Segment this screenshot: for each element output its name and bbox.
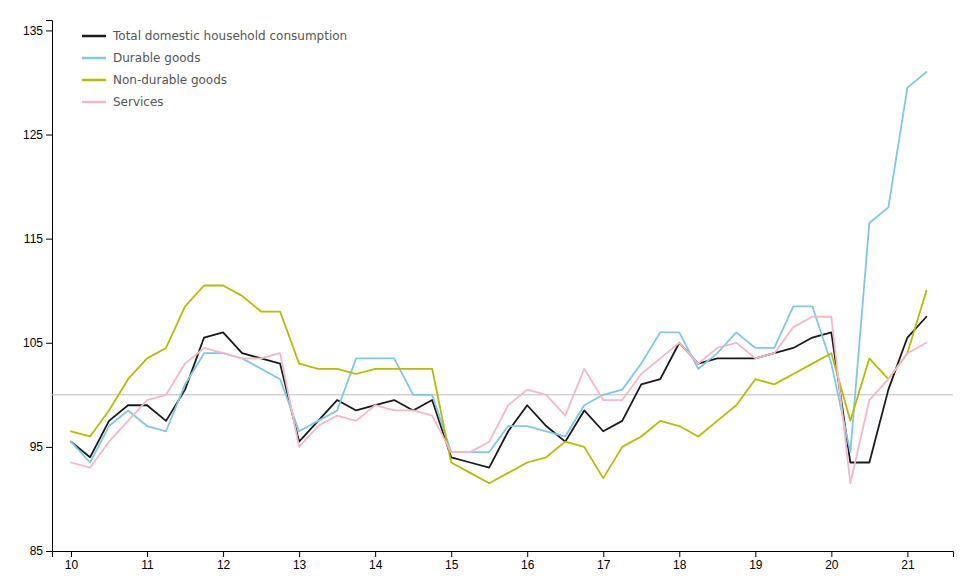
x-tick: 20 bbox=[825, 551, 839, 572]
x-tick-label: 14 bbox=[369, 558, 383, 572]
legend-label: Durable goods bbox=[113, 51, 200, 65]
x-tick-label: 21 bbox=[901, 558, 915, 572]
x-tick-mark bbox=[831, 551, 832, 557]
x-tick-label: 17 bbox=[597, 558, 611, 572]
y-tick-label: 95 bbox=[30, 440, 44, 454]
reference-line bbox=[52, 394, 953, 395]
x-tick: 13 bbox=[293, 551, 307, 572]
x-tick: 19 bbox=[749, 551, 763, 572]
legend-item: Non-durable goods bbox=[82, 73, 227, 87]
x-tick: 10 bbox=[65, 551, 79, 572]
x-tick-mark bbox=[527, 551, 528, 557]
x-tick-label: 13 bbox=[293, 558, 307, 572]
x-tick-label: 12 bbox=[217, 558, 231, 572]
y-tick-label: 135 bbox=[23, 24, 43, 38]
x-tick-label: 10 bbox=[65, 558, 79, 572]
x-axis: 10 11 12 13 14 15 16 17 18 19 20 21 bbox=[53, 551, 954, 572]
x-tick-mark bbox=[679, 551, 680, 557]
x-tick-mark bbox=[147, 551, 148, 557]
x-tick: 12 bbox=[217, 551, 231, 572]
x-tick-label: 16 bbox=[521, 558, 535, 572]
plot: 10 11 12 13 14 15 16 17 18 19 20 21 85 95 105 115 125 135… bbox=[23, 21, 954, 572]
x-axis-line bbox=[53, 552, 954, 558]
legend-label: Total domestic household consumption bbox=[112, 29, 347, 43]
x-tick: 18 bbox=[673, 551, 687, 572]
y-tick-mark bbox=[46, 239, 52, 240]
y-tick: 85 bbox=[30, 544, 52, 558]
y-tick-mark bbox=[46, 30, 52, 31]
legend-label: Services bbox=[113, 95, 164, 109]
series-line bbox=[71, 317, 926, 484]
y-axis: 85 95 105 115 125 135 bbox=[23, 21, 53, 559]
x-tick: 11 bbox=[141, 551, 154, 572]
x-tick: 15 bbox=[445, 551, 459, 572]
series-line bbox=[71, 286, 926, 484]
y-tick-mark bbox=[46, 551, 52, 552]
x-tick: 14 bbox=[369, 551, 383, 572]
x-tick-mark bbox=[223, 551, 224, 557]
y-axis-line bbox=[46, 21, 53, 552]
x-tick: 21 bbox=[901, 551, 915, 572]
legend-item: Total domestic household consumption bbox=[82, 29, 347, 43]
x-tick-mark bbox=[755, 551, 756, 557]
x-tick-label: 20 bbox=[825, 558, 839, 572]
x-tick-mark bbox=[375, 551, 376, 557]
legend-label: Non-durable goods bbox=[113, 73, 227, 87]
chart: 10 11 12 13 14 15 16 17 18 19 20 21 85 95 105 115 125 135… bbox=[0, 0, 977, 587]
x-tick-mark bbox=[299, 551, 300, 557]
legend-swatch bbox=[82, 35, 106, 38]
x-tick-mark bbox=[907, 551, 908, 557]
series-line bbox=[71, 72, 926, 462]
x-tick-mark bbox=[451, 551, 452, 557]
series-line bbox=[71, 317, 926, 468]
x-tick-label: 15 bbox=[445, 558, 459, 572]
y-tick-mark bbox=[46, 447, 52, 448]
x-tick: 17 bbox=[597, 551, 611, 572]
x-tick-mark bbox=[603, 551, 604, 557]
y-tick: 105 bbox=[23, 336, 52, 350]
legend-swatch bbox=[82, 57, 106, 60]
y-tick-mark bbox=[46, 135, 52, 136]
legend: Total domestic household consumption Dura… bbox=[82, 29, 347, 109]
y-tick-label: 125 bbox=[23, 128, 43, 142]
x-tick-label: 19 bbox=[749, 558, 763, 572]
y-tick-mark bbox=[46, 343, 52, 344]
y-tick: 95 bbox=[30, 440, 52, 454]
x-tick-label: 18 bbox=[673, 558, 687, 572]
y-tick: 115 bbox=[24, 232, 52, 246]
x-tick: 16 bbox=[521, 551, 535, 572]
legend-item: Durable goods bbox=[82, 51, 200, 65]
legend-swatch bbox=[82, 79, 106, 82]
y-tick-label: 105 bbox=[23, 336, 43, 350]
x-tick-label: 11 bbox=[141, 558, 154, 572]
data-area bbox=[52, 72, 953, 483]
legend-swatch bbox=[82, 101, 106, 104]
legend-item: Services bbox=[82, 95, 164, 109]
y-tick-label: 85 bbox=[30, 544, 44, 558]
x-tick-mark bbox=[71, 551, 72, 557]
y-tick: 125 bbox=[23, 128, 52, 142]
y-tick-label: 115 bbox=[24, 232, 43, 246]
y-tick: 135 bbox=[23, 24, 52, 38]
